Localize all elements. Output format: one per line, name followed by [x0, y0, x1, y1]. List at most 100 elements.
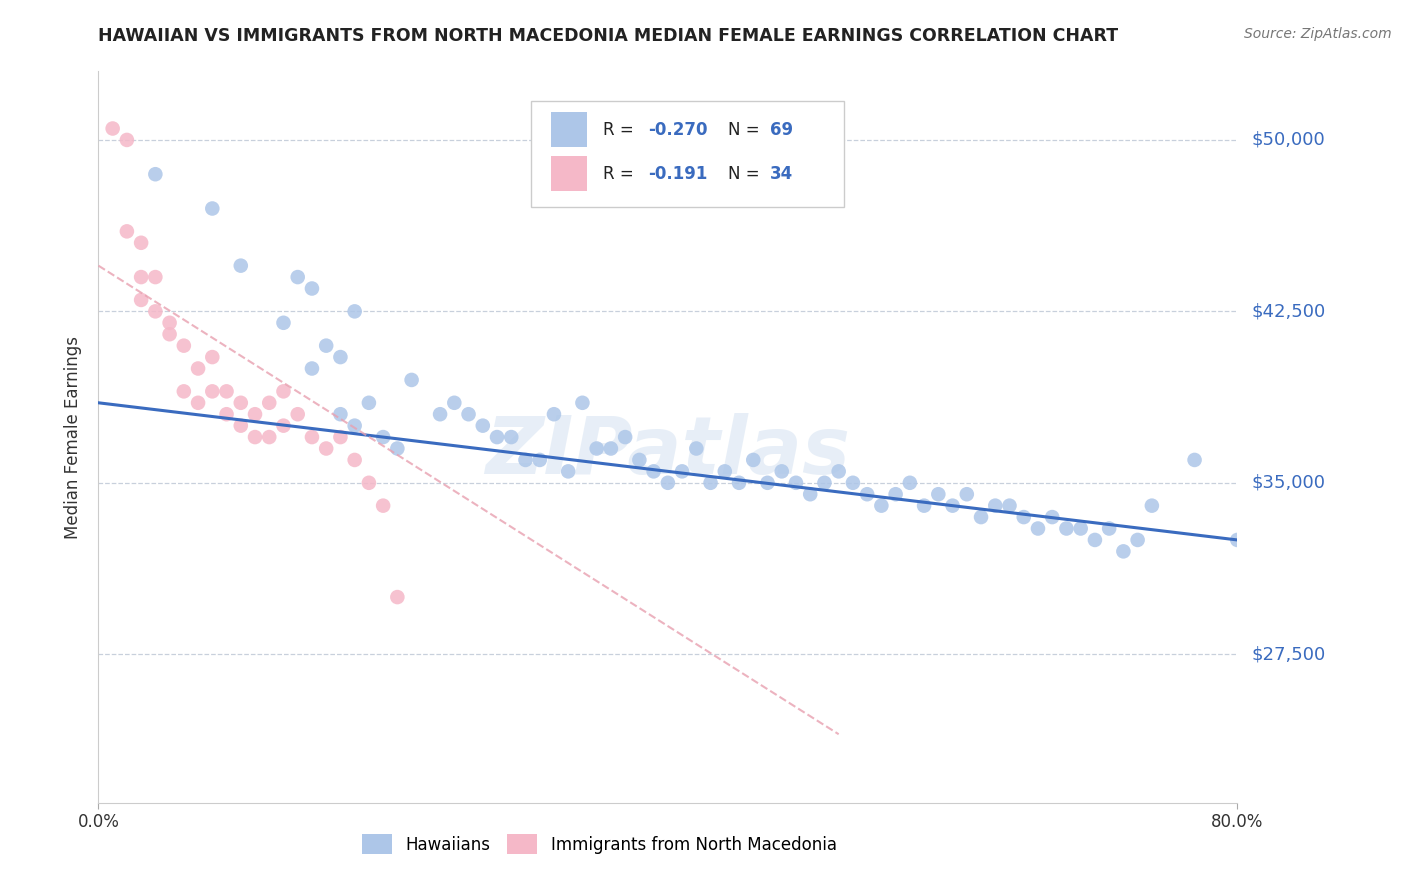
Text: -0.191: -0.191 — [648, 165, 707, 183]
Point — [373, 430, 395, 444]
Point — [443, 396, 465, 410]
Point — [984, 499, 1007, 513]
Point — [159, 327, 181, 342]
Point — [329, 407, 352, 421]
Text: 69: 69 — [770, 121, 793, 139]
Point — [301, 361, 323, 376]
Point — [1112, 544, 1135, 558]
Point — [173, 384, 195, 399]
Point — [329, 430, 352, 444]
Point — [357, 475, 380, 490]
Point — [273, 384, 295, 399]
Point — [742, 453, 765, 467]
Point — [486, 430, 509, 444]
Point — [229, 418, 252, 433]
Point — [315, 442, 337, 456]
Point — [898, 475, 921, 490]
Point — [884, 487, 907, 501]
Point — [343, 453, 366, 467]
Point — [1098, 521, 1121, 535]
Text: $50,000: $50,000 — [1251, 131, 1324, 149]
Point — [201, 202, 224, 216]
Legend: Hawaiians, Immigrants from North Macedonia: Hawaiians, Immigrants from North Macedon… — [356, 828, 844, 860]
Point — [145, 270, 167, 285]
Point — [998, 499, 1021, 513]
Point — [215, 384, 238, 399]
Point — [501, 430, 523, 444]
Point — [870, 499, 893, 513]
Point — [1012, 510, 1035, 524]
Point — [1084, 533, 1107, 547]
Point — [785, 475, 807, 490]
Point — [115, 224, 138, 238]
Point — [301, 430, 323, 444]
Point — [543, 407, 565, 421]
Point — [685, 442, 707, 456]
FancyBboxPatch shape — [551, 112, 586, 147]
Point — [813, 475, 835, 490]
Point — [1126, 533, 1149, 547]
Point — [145, 304, 167, 318]
Point — [373, 499, 395, 513]
FancyBboxPatch shape — [551, 156, 586, 191]
Point — [315, 338, 337, 352]
Point — [585, 442, 607, 456]
Point — [273, 316, 295, 330]
Point — [770, 464, 793, 478]
Point — [343, 418, 366, 433]
Point — [229, 259, 252, 273]
Point — [387, 442, 409, 456]
Point — [145, 167, 167, 181]
Point — [115, 133, 138, 147]
Point — [301, 281, 323, 295]
Point — [229, 396, 252, 410]
Point — [471, 418, 494, 433]
Text: 34: 34 — [770, 165, 793, 183]
Point — [457, 407, 479, 421]
Point — [201, 384, 224, 399]
Point — [201, 350, 224, 364]
Text: Source: ZipAtlas.com: Source: ZipAtlas.com — [1244, 27, 1392, 41]
Text: $42,500: $42,500 — [1251, 302, 1326, 320]
Point — [101, 121, 124, 136]
Text: R =: R = — [603, 165, 638, 183]
Point — [628, 453, 651, 467]
Point — [429, 407, 451, 421]
Point — [756, 475, 779, 490]
Text: ZIPatlas: ZIPatlas — [485, 413, 851, 491]
Point — [970, 510, 993, 524]
Text: R =: R = — [603, 121, 638, 139]
Point — [942, 499, 965, 513]
Point — [401, 373, 423, 387]
Point — [173, 338, 195, 352]
Text: N =: N = — [728, 165, 765, 183]
Point — [215, 407, 238, 421]
Text: $35,000: $35,000 — [1251, 474, 1326, 491]
FancyBboxPatch shape — [531, 101, 845, 207]
Point — [699, 475, 721, 490]
Point — [714, 464, 737, 478]
Point — [273, 418, 295, 433]
Point — [927, 487, 949, 501]
Y-axis label: Median Female Earnings: Median Female Earnings — [65, 335, 83, 539]
Point — [842, 475, 865, 490]
Point — [529, 453, 551, 467]
Point — [343, 304, 366, 318]
Point — [187, 361, 209, 376]
Point — [728, 475, 751, 490]
Point — [187, 396, 209, 410]
Text: N =: N = — [728, 121, 765, 139]
Point — [159, 316, 181, 330]
Point — [1040, 510, 1063, 524]
Point — [956, 487, 979, 501]
Point — [671, 464, 693, 478]
Point — [643, 464, 665, 478]
Point — [1226, 533, 1249, 547]
Point — [243, 430, 266, 444]
Point — [259, 430, 281, 444]
Point — [287, 407, 309, 421]
Point — [329, 350, 352, 364]
Point — [799, 487, 821, 501]
Point — [357, 396, 380, 410]
Point — [571, 396, 593, 410]
